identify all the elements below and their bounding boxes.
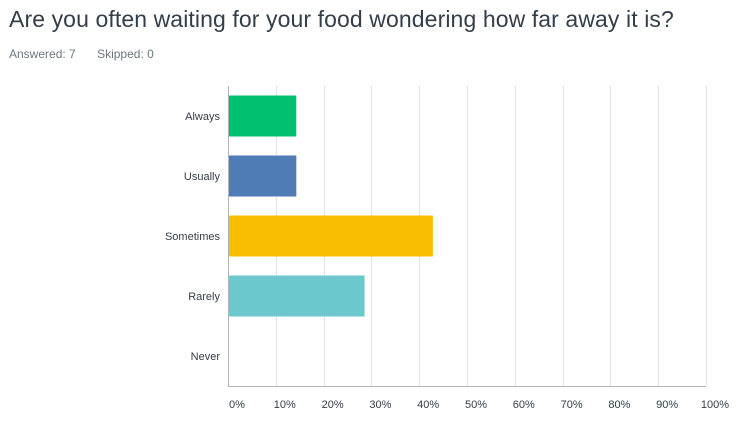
response-stats: Answered: 7 Skipped: 0 xyxy=(9,47,172,61)
x-tick-label: 30% xyxy=(369,399,391,411)
x-tick-label: 40% xyxy=(417,399,439,411)
skipped-label: Skipped: xyxy=(97,47,144,61)
answered-stat: Answered: 7 xyxy=(9,47,76,61)
bar-always xyxy=(229,95,297,137)
x-tick-label: 0% xyxy=(229,399,245,411)
answered-label: Answered: xyxy=(9,47,66,61)
answered-count: 7 xyxy=(69,47,76,61)
chart-bars xyxy=(229,95,433,317)
category-label: Sometimes xyxy=(165,231,221,243)
x-tick-label: 60% xyxy=(513,399,535,411)
x-tick-label: 20% xyxy=(322,399,344,411)
bar-sometimes xyxy=(229,215,433,257)
x-tick-label: 70% xyxy=(561,399,583,411)
chart-labels: 0% 10% 20% 30% 40% 50% 60% 70% 80% 90% 100% Always U… xyxy=(165,111,729,411)
category-label: Usually xyxy=(184,171,221,183)
question-title: Are you often waiting for your food wond… xyxy=(9,6,674,32)
chart-axes xyxy=(228,86,706,387)
bar-usually xyxy=(229,155,297,197)
x-tick-label: 90% xyxy=(656,399,678,411)
skipped-count: 0 xyxy=(147,47,154,61)
x-tick-label: 100% xyxy=(701,399,729,411)
bar-rarely xyxy=(229,275,365,317)
skipped-stat: Skipped: 0 xyxy=(97,47,154,61)
x-tick-label: 50% xyxy=(465,399,487,411)
category-label: Always xyxy=(185,111,220,123)
chart-grid xyxy=(276,86,707,386)
x-tick-label: 10% xyxy=(274,399,296,411)
category-label: Rarely xyxy=(188,291,220,303)
category-label: Never xyxy=(191,351,221,363)
x-tick-label: 80% xyxy=(608,399,630,411)
